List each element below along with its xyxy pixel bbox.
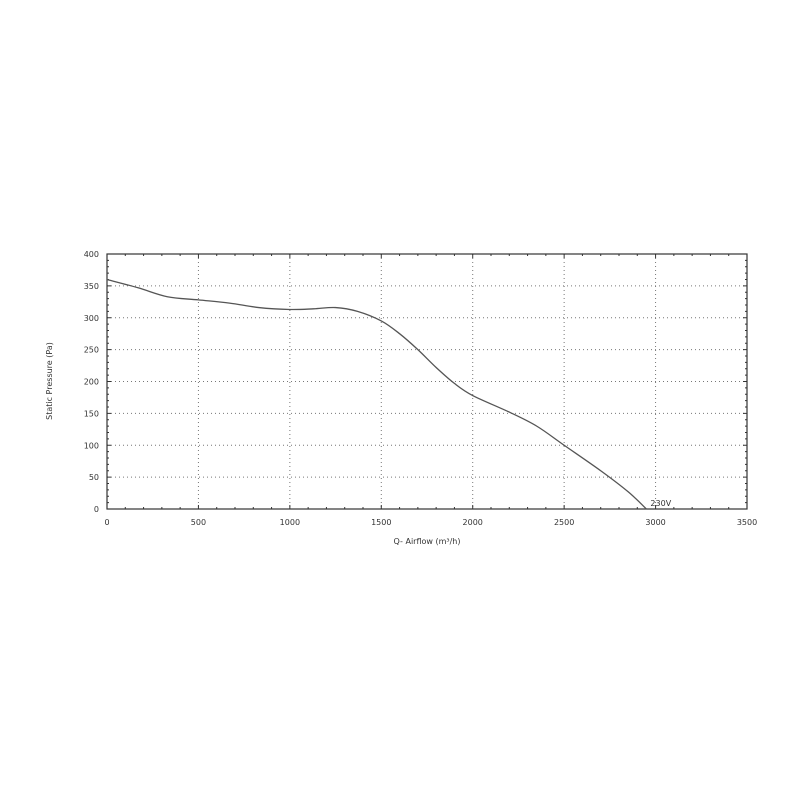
- y-tick-label: 250: [84, 346, 99, 355]
- x-tick-label: 1500: [371, 518, 391, 527]
- x-axis-label: Q- Airflow (m³/h): [394, 537, 461, 546]
- y-tick-label: 400: [84, 250, 99, 259]
- grid: [107, 254, 747, 509]
- series-annotation: 230V: [650, 499, 671, 508]
- y-tick-label: 300: [84, 314, 99, 323]
- x-tick-label: 2000: [463, 518, 483, 527]
- x-tick-label: 2500: [554, 518, 574, 527]
- y-tick-label: 100: [84, 441, 99, 450]
- plot-frame: [106, 253, 748, 510]
- y-axis-label: Static Pressure (Pa): [45, 342, 54, 420]
- y-tick-label: 0: [94, 505, 99, 514]
- y-tick-labels: 0 50 100 150 200 250 300 350 400: [84, 250, 99, 514]
- y-tick-label: 50: [89, 473, 99, 482]
- x-tick-label: 3000: [645, 518, 665, 527]
- y-tick-label: 200: [84, 378, 99, 387]
- y-tick-label: 150: [84, 409, 99, 418]
- x-tick-label: 0: [104, 518, 109, 527]
- x-tick-labels: 0 500 1000 1500 2000 2500 3000 3500: [104, 518, 757, 527]
- x-tick-label: 3500: [737, 518, 757, 527]
- x-tick-label: 500: [191, 518, 206, 527]
- series-line: [106, 278, 647, 510]
- x-tick-label: 1000: [280, 518, 300, 527]
- y-tick-label: 350: [84, 282, 99, 291]
